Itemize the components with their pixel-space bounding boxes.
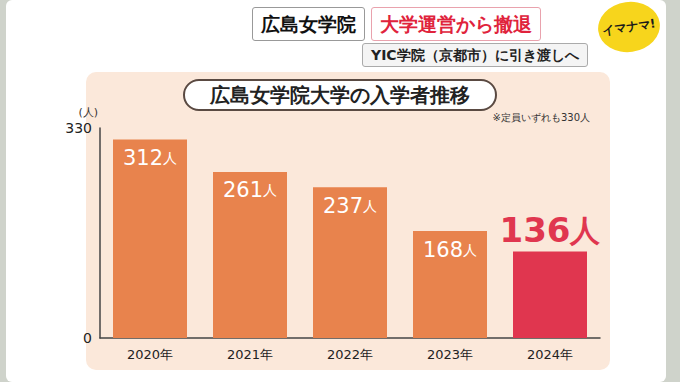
svg-text:0: 0 xyxy=(83,330,92,346)
html-text:YIC学院（京都市）に引き渡しへ: YIC学院（京都市）に引き渡しへ xyxy=(371,47,579,63)
svg-text:261: 261 xyxy=(223,178,263,202)
svg-text:136: 136 xyxy=(500,210,571,250)
svg-text:人: 人 xyxy=(263,182,277,198)
html-text:イマナマ!: イマナマ! xyxy=(601,16,657,38)
svg-text:237: 237 xyxy=(323,194,363,218)
svg-text:2021年: 2021年 xyxy=(227,347,273,362)
svg-text:2020年: 2020年 xyxy=(127,347,173,362)
svg-text:2024年: 2024年 xyxy=(527,347,573,362)
svg-text:330: 330 xyxy=(65,120,92,136)
html-text:広島女学院: 広島女学院 xyxy=(261,13,356,35)
svg-text:(人): (人) xyxy=(78,106,98,119)
svg-text:人: 人 xyxy=(363,198,377,214)
svg-text:人: 人 xyxy=(463,242,477,258)
svg-text:広島女学院大学の入学者推移: 広島女学院大学の入学者推移 xyxy=(209,83,470,107)
svg-text:2023年: 2023年 xyxy=(427,347,473,362)
svg-text:312: 312 xyxy=(123,146,163,170)
svg-text:2022年: 2022年 xyxy=(327,347,373,362)
svg-text:人: 人 xyxy=(163,150,177,166)
svg-text:人: 人 xyxy=(569,213,601,248)
svg-text:※定員いずれも330人: ※定員いずれも330人 xyxy=(493,112,590,124)
svg-text:168: 168 xyxy=(423,238,463,262)
html-text:大学運営から撤退: 大学運営から撤退 xyxy=(380,13,532,35)
